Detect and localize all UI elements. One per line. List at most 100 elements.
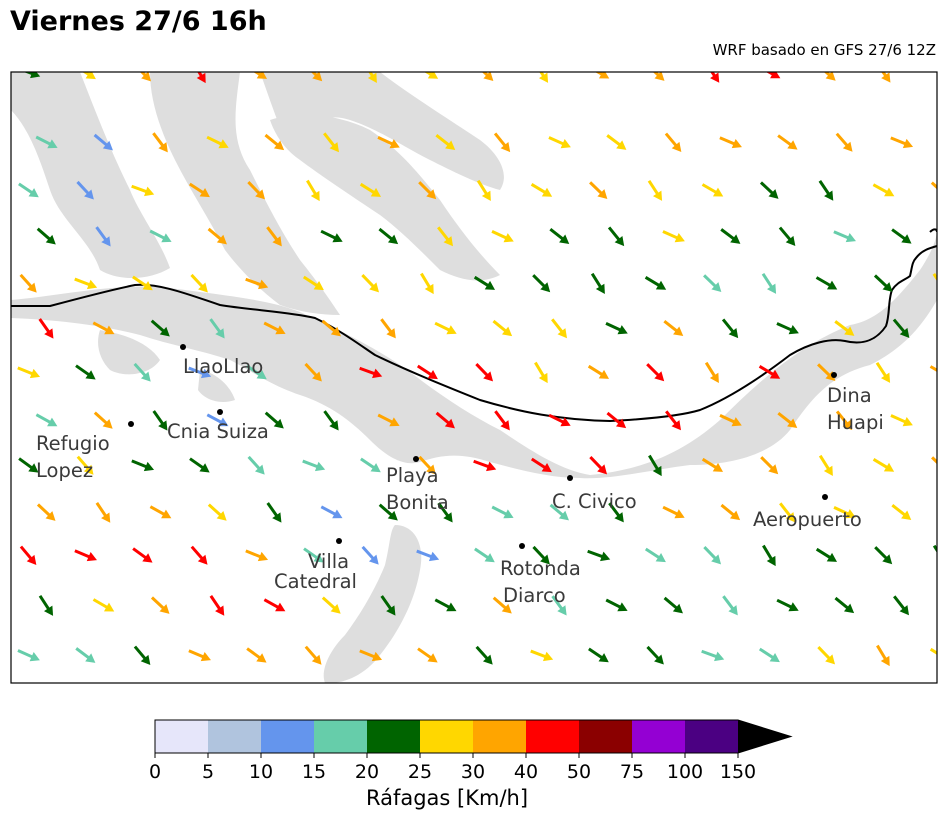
wind-arrow	[548, 413, 571, 427]
wind-arrow	[779, 502, 796, 523]
wind-arrow	[551, 595, 567, 616]
wind-arrow	[209, 318, 225, 339]
place-labels: LlaoLlao Cnia Suiza Refugio Lopez Playa Bonit…	[36, 355, 884, 607]
wind-arrow	[188, 649, 211, 662]
wind-arrow	[209, 595, 225, 616]
wind-arrow	[492, 319, 513, 337]
wind-arrow	[264, 411, 284, 429]
wind-arrow	[891, 228, 912, 244]
wind-arrow	[719, 136, 742, 149]
wind-arrow	[778, 226, 796, 246]
wind-arrow	[662, 505, 685, 519]
wind-arrow	[245, 549, 269, 562]
place-label: Bonita	[386, 491, 449, 514]
wind-arrow	[891, 504, 912, 521]
wind-arrow	[359, 182, 382, 197]
wind-arrow	[876, 644, 890, 667]
wind-arrow	[361, 545, 379, 565]
colorbar	[154, 719, 793, 758]
wind-arrow	[875, 72, 891, 83]
wind-arrow	[890, 414, 913, 427]
wind-arrow	[207, 227, 227, 245]
wind-arrow	[872, 183, 895, 197]
wind-arrow	[377, 135, 400, 149]
wind-arrow	[17, 72, 41, 79]
wind-arrow	[377, 413, 400, 427]
wind-arrow	[646, 363, 665, 382]
place-marker	[413, 456, 419, 462]
wind-arrow	[758, 365, 781, 379]
place-marker	[831, 372, 837, 378]
wind-arrow	[606, 134, 627, 150]
lake-bay-west	[98, 330, 160, 375]
wind-arrow	[323, 132, 340, 153]
wind-arrow	[189, 457, 210, 473]
wind-arrow	[721, 318, 739, 339]
lake-gutierrez	[323, 525, 422, 683]
wind-arrow	[207, 503, 227, 521]
wind-arrow	[246, 647, 267, 663]
wind-arrow	[152, 410, 168, 431]
wind-arrow	[74, 72, 96, 80]
wind-arrow	[701, 649, 725, 662]
wind-arrow	[532, 274, 551, 293]
wind-arrow	[475, 363, 494, 382]
wind-arrow	[491, 229, 514, 243]
place-label: Lopez	[36, 459, 93, 482]
colorbar-segment	[685, 720, 738, 753]
wind-arrow	[19, 545, 37, 565]
colorbar-segment	[420, 720, 473, 753]
wind-arrow	[359, 649, 383, 662]
colorbar-tick-label: 20	[354, 761, 380, 783]
wind-arrow	[131, 184, 155, 197]
model-run-subtitle: WRF basado en GFS 27/6 12Z	[712, 41, 936, 59]
wind-arrow	[93, 411, 113, 429]
wind-arrow	[932, 544, 937, 561]
wind-arrow	[664, 132, 682, 152]
place-label: LlaoLlao	[183, 355, 263, 378]
wind-arrow	[190, 273, 208, 293]
place-label: Cnia Suiza	[167, 420, 269, 443]
wind-arrow	[149, 505, 172, 519]
wind-arrow	[95, 502, 111, 523]
place-markers	[128, 344, 837, 549]
wind-arrow	[645, 72, 665, 81]
wind-arrow	[152, 132, 168, 153]
wind-arrow	[380, 318, 396, 339]
wind-arrow	[35, 413, 58, 427]
wind-arrow	[360, 457, 381, 473]
lake-bay-small	[198, 370, 235, 402]
wind-arrow	[303, 547, 324, 563]
wind-arrow	[149, 229, 172, 243]
wind-arrow	[931, 456, 937, 471]
wind-arrow	[133, 362, 151, 382]
wind-arrow	[133, 645, 151, 665]
wind-arrow	[302, 459, 326, 472]
colorbar-tick-label: 25	[407, 761, 433, 783]
wind-arrow	[76, 180, 94, 200]
lake-north-arm-east	[260, 72, 504, 190]
wind-arrow	[76, 455, 94, 475]
wind-arrow	[815, 276, 838, 290]
wind-arrow	[380, 595, 396, 616]
wind-arrow	[893, 595, 910, 616]
wind-arrow	[587, 549, 611, 562]
wind-arrow	[834, 596, 855, 614]
wind-arrow	[761, 272, 777, 294]
wind-arrow	[434, 598, 457, 612]
wind-arrow	[323, 410, 339, 431]
wind-arrow	[833, 505, 856, 519]
wind-arrow	[131, 459, 155, 472]
wind-arrow	[320, 229, 343, 243]
map-title: Viernes 27/6 16h	[10, 6, 267, 37]
wind-arrow	[474, 547, 495, 563]
wind-arrow	[530, 457, 552, 473]
wind-arrow	[361, 274, 380, 293]
wind-arrow	[416, 364, 438, 380]
wind-arrow	[534, 361, 548, 384]
wind-arrow	[38, 594, 54, 616]
wind-arrow	[246, 364, 267, 380]
colorbar-segment	[261, 720, 314, 753]
wind-arrow	[704, 361, 719, 384]
wind-arrow	[378, 227, 399, 245]
